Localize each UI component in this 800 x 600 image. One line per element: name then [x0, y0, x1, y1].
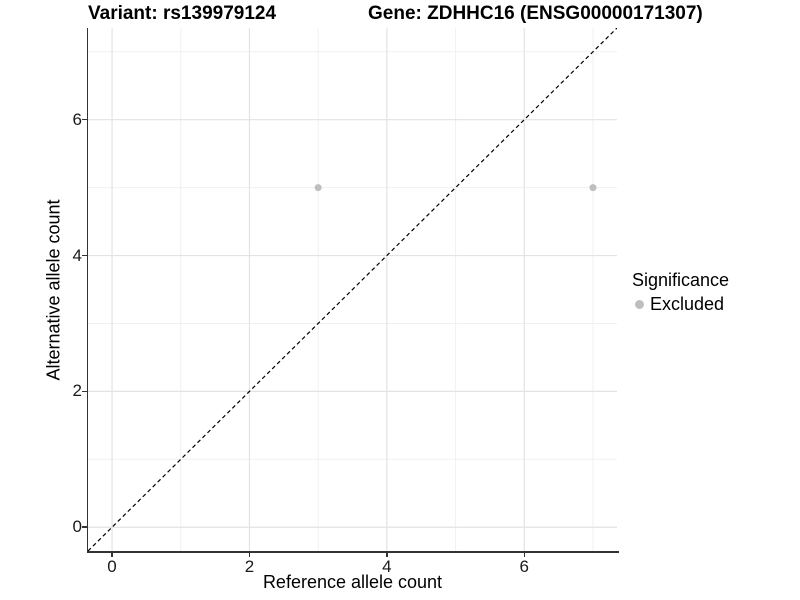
x-tick-label: 4: [382, 557, 392, 576]
y-tick-mark: [82, 390, 87, 393]
y-tick-label: 6: [72, 109, 82, 129]
data-point-excluded: [314, 184, 322, 192]
y-tick-mark: [82, 118, 87, 121]
legend-entry-excluded: Excluded: [632, 294, 729, 315]
x-axis-line: [86, 551, 619, 553]
y-tick-mark: [82, 526, 87, 528]
y-tick-label: 0: [72, 517, 82, 537]
excluded-point-icon: [635, 300, 644, 309]
variant-title: Variant: rs139979124: [88, 3, 277, 24]
identity-line: [88, 28, 617, 551]
plot-canvas: [88, 28, 617, 551]
x-tick-mark: [523, 552, 525, 557]
legend-entry-label: Excluded: [650, 294, 725, 314]
legend-title: Significance: [632, 270, 730, 290]
plot-panel: [88, 28, 617, 551]
x-tick-mark: [386, 552, 388, 557]
x-tick-mark: [248, 552, 251, 557]
x-tick-label: 2: [244, 557, 255, 576]
y-tick-label: 2: [72, 381, 82, 401]
y-axis-line: [86, 28, 88, 553]
legend: Significance Excluded: [632, 270, 729, 315]
y-tick-mark: [82, 254, 87, 257]
data-point-excluded: [589, 184, 597, 192]
x-axis-title: Reference allele count: [262, 572, 443, 592]
y-tick-label: 4: [72, 245, 82, 265]
gene-title: Gene: ZDHHC16 (ENSG00000171307): [368, 3, 703, 24]
x-tick-mark: [111, 552, 113, 557]
y-axis-title: Alternative allele count: [43, 199, 64, 381]
x-tick-label: 0: [107, 557, 117, 576]
x-tick-label: 6: [519, 557, 529, 576]
